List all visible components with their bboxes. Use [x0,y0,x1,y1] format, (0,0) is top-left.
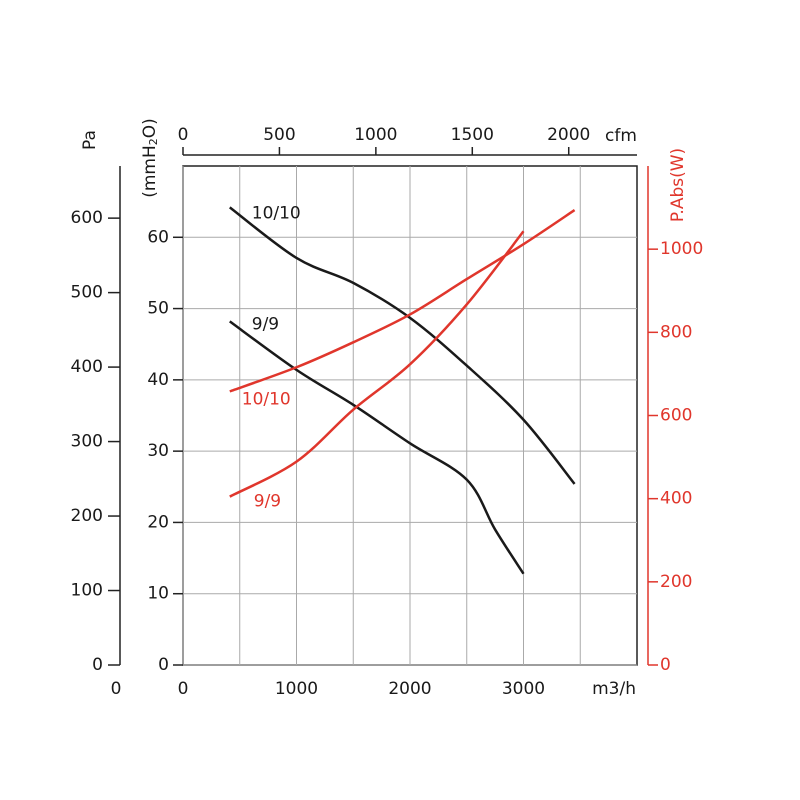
y-tick-label: 20 [147,512,169,532]
curve-label: 10/10 [252,203,301,223]
x2-tick-label: 1500 [451,125,494,145]
y-tick-label: 10 [147,584,169,604]
y-tick-label: 30 [147,441,169,461]
x2-tick-label: 500 [263,125,295,145]
pa-tick-label: 300 [71,432,103,452]
x-tick-label: 2000 [388,679,431,699]
x-tick-label: 3000 [502,679,545,699]
pa-axis-label: Pa [80,130,100,150]
curve [229,230,525,498]
x2-tick-label: 0 [178,125,189,145]
y-tick-label: 40 [147,370,169,390]
x2-tick-label: 1000 [354,125,397,145]
y2-axis-label: P.Abs(W) [668,148,688,222]
pa-tick-label: 100 [71,581,103,601]
y2-tick-label: 400 [660,489,692,509]
y2-tick-label: 600 [660,406,692,426]
x2-tick-label: 2000 [547,125,590,145]
y-label-part: (mmH [140,145,160,198]
y2-tick-label: 0 [660,655,671,675]
pa-tick-label: 600 [71,208,103,228]
y-label-part: O) [140,118,160,138]
x-tick-label: 0 [178,679,189,699]
curve-label: 10/10 [242,389,291,409]
y-label-sub: 2 [147,138,160,145]
y2-tick-label: 1000 [660,239,703,259]
y2-tick-label: 200 [660,572,692,592]
corner-label: 0 [111,679,122,699]
pa-tick-label: 500 [71,283,103,303]
curve [229,206,576,485]
y-tick-label: 0 [158,655,169,675]
y-tick-label: 50 [147,299,169,319]
curve-label: 9/9 [254,492,281,512]
pa-tick-label: 400 [71,357,103,377]
x-tick-label: 1000 [275,679,318,699]
pa-tick-label: 200 [71,506,103,526]
pa-tick-label: 0 [92,655,103,675]
curve-label: 9/9 [252,314,279,334]
x-axis-label: m3/h [592,679,636,699]
curve [229,320,525,575]
y-axis-label: (mmH2O) [140,118,160,198]
curve [229,209,576,393]
x2-axis-label: cfm [605,126,637,146]
y2-tick-label: 800 [660,322,692,342]
y-tick-label: 60 [147,227,169,247]
